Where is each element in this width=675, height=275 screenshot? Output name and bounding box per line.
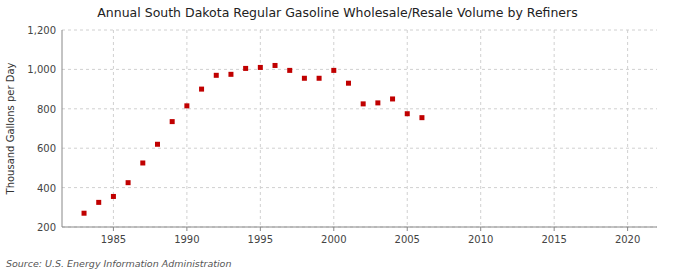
x-tick-label: 2000 [321, 234, 346, 245]
point [287, 68, 292, 73]
points [82, 63, 425, 216]
point [228, 72, 233, 77]
grid-line [554, 30, 555, 227]
grid-line [62, 148, 657, 149]
grid-line [333, 30, 334, 227]
x-axis [62, 227, 657, 228]
x-tick-label: 2020 [615, 234, 640, 245]
point [258, 65, 263, 70]
point [346, 81, 351, 86]
x-tick [333, 227, 334, 231]
y-tick-label: 800 [37, 104, 56, 115]
point [375, 100, 380, 105]
x-tick-label: 2015 [541, 234, 566, 245]
point [82, 211, 87, 216]
point [199, 87, 204, 92]
point [214, 73, 219, 78]
point [302, 76, 307, 81]
x-tick [480, 227, 481, 231]
point [273, 63, 278, 68]
x-tick [260, 227, 261, 231]
y-tick-label: 400 [37, 183, 56, 194]
x-tick [186, 227, 187, 231]
point [405, 111, 410, 116]
point [170, 119, 175, 124]
grid-line [260, 30, 261, 227]
grid-line [62, 187, 657, 188]
title: Annual South Dakota Regular Gasoline Who… [97, 5, 577, 20]
point [419, 115, 424, 120]
point [390, 96, 395, 101]
point [155, 142, 160, 147]
grid-line [62, 227, 657, 228]
grid-line [62, 108, 657, 109]
x-tick-label: 1985 [101, 234, 126, 245]
grid-line [62, 69, 657, 70]
y-tick-label: 1,200 [27, 25, 56, 36]
grid-line [480, 30, 481, 227]
point [184, 103, 189, 108]
x-tick-label: 1990 [174, 234, 199, 245]
x-tick-label: 2005 [395, 234, 420, 245]
point [243, 66, 248, 71]
y-tick-label: 200 [37, 222, 56, 233]
y-axis [62, 30, 63, 227]
y-tick-label: 600 [37, 143, 56, 154]
point [126, 180, 131, 185]
y-axis-label: Thousand Gallons per Day [5, 62, 16, 195]
x-tick-label: 1995 [248, 234, 273, 245]
point [331, 68, 336, 73]
point [96, 200, 101, 205]
grid-line [186, 30, 187, 227]
y-tick-label: 1,000 [27, 64, 56, 75]
point [361, 101, 366, 106]
grid-line [62, 30, 657, 31]
point [317, 76, 322, 81]
point [140, 160, 145, 165]
x-tick [627, 227, 628, 231]
x-tick-label: 2010 [468, 234, 493, 245]
x-tick [113, 227, 114, 231]
grid-line [407, 30, 408, 227]
x-tick [554, 227, 555, 231]
point [111, 194, 116, 199]
grid-line [627, 30, 628, 227]
x-tick [407, 227, 408, 231]
source: Source: U.S. Energy Information Administ… [6, 258, 231, 269]
chart: Annual South Dakota Regular Gasoline Who… [0, 0, 675, 275]
